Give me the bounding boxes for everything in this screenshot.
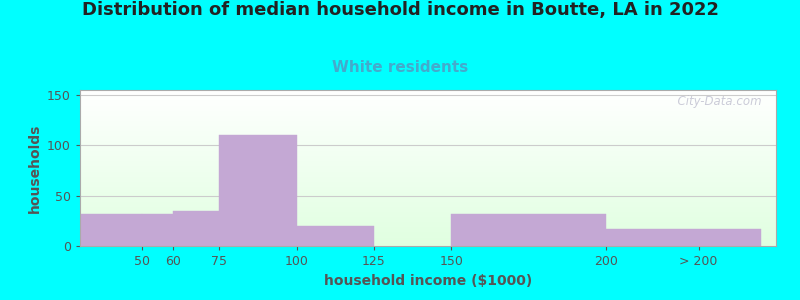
Bar bbox=[142, 214, 173, 246]
Y-axis label: households: households bbox=[27, 123, 42, 213]
Bar bbox=[173, 211, 219, 246]
Bar bbox=[606, 229, 761, 246]
Text: White residents: White residents bbox=[332, 60, 468, 75]
Bar bbox=[219, 135, 297, 246]
Text: City-Data.com: City-Data.com bbox=[670, 95, 762, 108]
Bar bbox=[451, 214, 606, 246]
Text: Distribution of median household income in Boutte, LA in 2022: Distribution of median household income … bbox=[82, 2, 718, 20]
Bar bbox=[80, 214, 142, 246]
X-axis label: household income ($1000): household income ($1000) bbox=[324, 274, 532, 288]
Bar bbox=[297, 226, 374, 246]
